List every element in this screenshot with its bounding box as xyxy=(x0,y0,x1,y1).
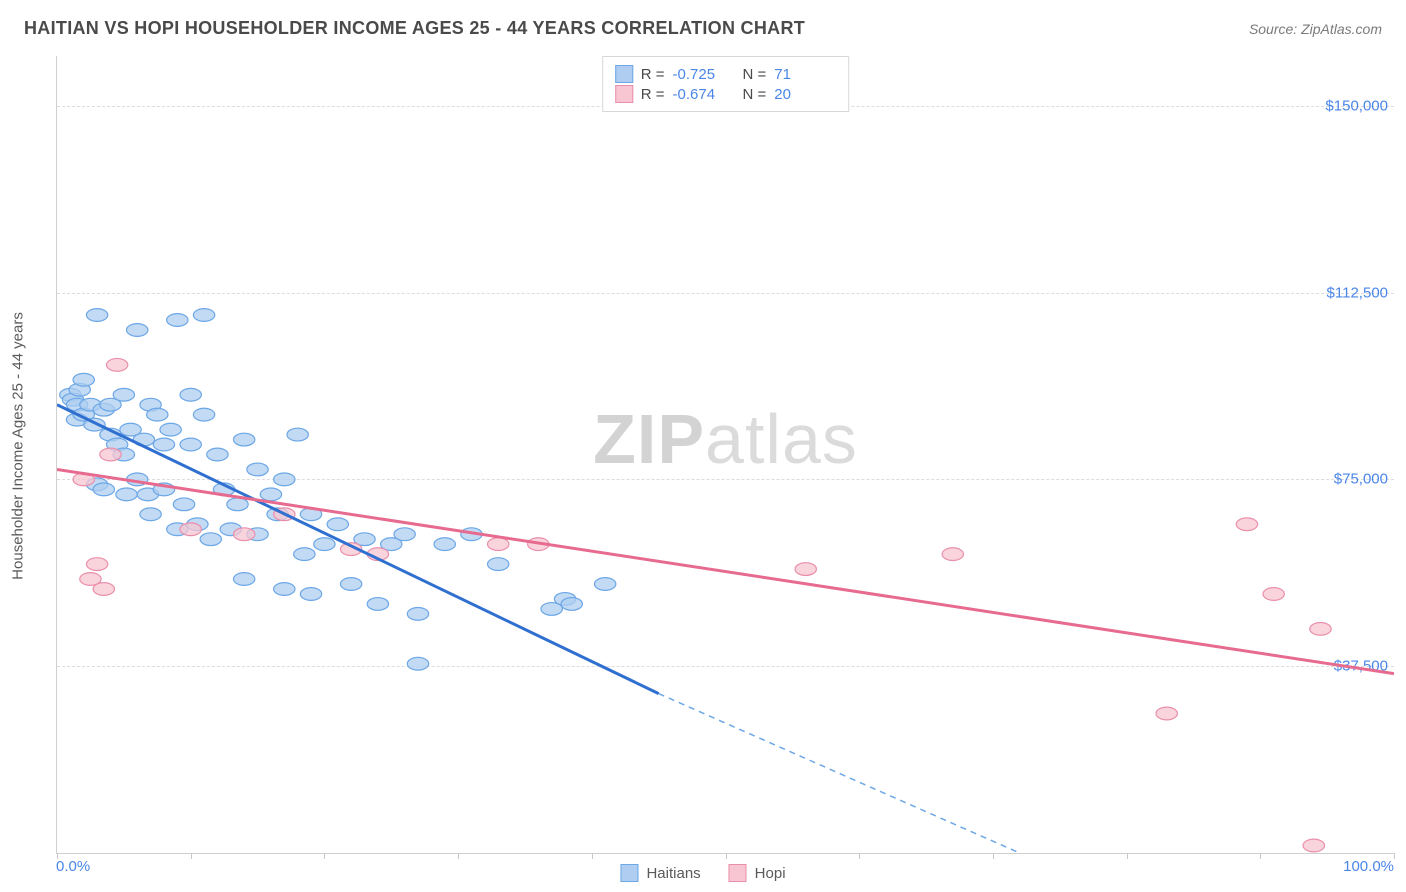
data-point xyxy=(160,423,181,436)
data-point xyxy=(394,528,415,541)
data-point xyxy=(106,358,127,371)
data-point xyxy=(434,538,455,551)
y-axis-title: Householder Income Ages 25 - 44 years xyxy=(10,312,27,580)
data-point xyxy=(340,578,361,591)
data-point xyxy=(314,538,335,551)
data-point xyxy=(140,508,161,521)
data-point xyxy=(86,309,107,322)
data-point xyxy=(233,573,254,586)
data-point xyxy=(173,498,194,511)
legend-series-label: Hopi xyxy=(755,865,786,882)
data-point xyxy=(274,473,295,486)
data-point xyxy=(180,388,201,401)
x-max-label: 100.0% xyxy=(1343,858,1394,875)
r-value: -0.674 xyxy=(673,86,735,103)
data-point xyxy=(193,309,214,322)
regression-line xyxy=(57,469,1394,673)
regression-line-extrapolated xyxy=(659,694,1020,853)
chart-title: HAITIAN VS HOPI HOUSEHOLDER INCOME AGES … xyxy=(24,18,805,39)
data-point xyxy=(207,448,228,461)
data-point xyxy=(86,558,107,571)
n-label: N = xyxy=(743,86,767,103)
data-point xyxy=(93,583,114,596)
n-label: N = xyxy=(743,66,767,83)
data-point xyxy=(127,324,148,337)
legend-series: Haitians Hopi xyxy=(620,864,785,882)
data-point xyxy=(260,488,281,501)
data-point xyxy=(367,598,388,611)
data-point xyxy=(180,438,201,451)
data-point xyxy=(193,408,214,421)
r-value: -0.725 xyxy=(673,66,735,83)
data-point xyxy=(294,548,315,561)
data-point xyxy=(233,528,254,541)
data-point xyxy=(795,563,816,576)
plot-area: ZIPatlas R =-0.725N =71R =-0.674N =20 $3… xyxy=(56,56,1394,854)
data-point xyxy=(1310,622,1331,635)
data-point xyxy=(300,588,321,601)
data-point xyxy=(287,428,308,441)
legend-correlation-box: R = -0.725 N = 71 R = -0.674 N = 20 xyxy=(602,56,850,112)
data-point xyxy=(488,538,509,551)
data-point xyxy=(93,483,114,496)
data-point xyxy=(327,518,348,531)
data-point xyxy=(1156,707,1177,720)
r-label: R = xyxy=(641,66,665,83)
data-point xyxy=(1236,518,1257,531)
data-point xyxy=(407,657,428,670)
n-value: 20 xyxy=(774,86,836,103)
data-point xyxy=(180,523,201,536)
legend-series-item: Haitians xyxy=(620,864,700,882)
legend-swatch xyxy=(615,65,633,83)
legend-swatch xyxy=(620,864,638,882)
data-point xyxy=(167,314,188,327)
data-point xyxy=(113,388,134,401)
legend-series-item: Hopi xyxy=(729,864,786,882)
data-point xyxy=(594,578,615,591)
legend-correlation-row: R = -0.674 N = 20 xyxy=(615,85,837,103)
x-min-label: 0.0% xyxy=(56,858,90,875)
legend-swatch xyxy=(729,864,747,882)
data-point xyxy=(407,608,428,621)
data-point xyxy=(200,533,221,546)
n-value: 71 xyxy=(774,66,836,83)
data-point xyxy=(274,583,295,596)
data-point xyxy=(942,548,963,561)
data-point xyxy=(116,488,137,501)
data-point xyxy=(561,598,582,611)
data-point xyxy=(1263,588,1284,601)
data-point xyxy=(247,463,268,476)
data-point xyxy=(227,498,248,511)
data-point xyxy=(153,438,174,451)
regression-line xyxy=(57,405,659,694)
data-point xyxy=(100,448,121,461)
data-point xyxy=(73,373,94,386)
data-point xyxy=(147,408,168,421)
x-tick xyxy=(1394,853,1395,859)
scatter-svg xyxy=(57,56,1394,853)
plot-wrap: ZIPatlas R =-0.725N =71R =-0.674N =20 $3… xyxy=(56,56,1394,854)
legend-series-label: Haitians xyxy=(646,865,700,882)
r-label: R = xyxy=(641,86,665,103)
legend-swatch xyxy=(615,85,633,103)
data-point xyxy=(1303,839,1324,852)
source-attribution: Source: ZipAtlas.com xyxy=(1249,21,1382,37)
legend-correlation-row: R = -0.725 N = 71 xyxy=(615,65,837,83)
data-point xyxy=(488,558,509,571)
data-point xyxy=(233,433,254,446)
